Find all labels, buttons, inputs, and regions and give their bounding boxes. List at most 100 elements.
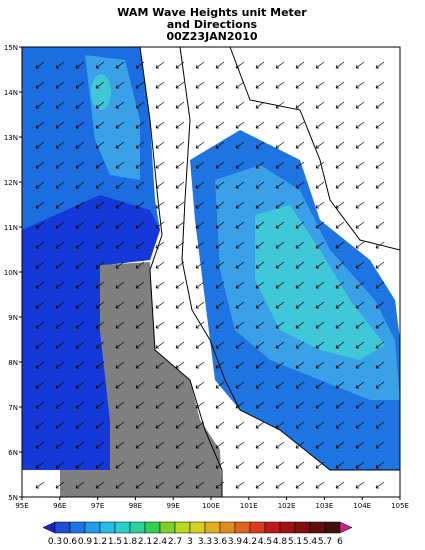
colorbar-end <box>339 521 353 534</box>
arrow <box>275 381 285 389</box>
arrow <box>75 381 85 389</box>
arrow <box>235 361 245 369</box>
arrow <box>35 241 45 249</box>
arrow <box>35 421 45 429</box>
arrow <box>35 221 45 229</box>
arrow <box>175 61 185 69</box>
arrow <box>355 381 365 389</box>
arrow <box>155 421 165 429</box>
arrow <box>315 481 325 489</box>
arrow <box>215 181 225 189</box>
arrow <box>195 461 205 469</box>
arrow <box>155 221 165 229</box>
arrow <box>355 81 365 89</box>
arrow <box>135 441 145 449</box>
arrow <box>355 121 365 129</box>
arrow <box>315 361 325 369</box>
colorbar-box <box>219 521 236 534</box>
arrow <box>355 301 365 309</box>
x-tick-label: 100E <box>202 502 220 510</box>
arrow <box>95 241 105 249</box>
arrow <box>175 321 185 329</box>
x-tick-label: 98E <box>129 502 142 510</box>
arrow <box>315 181 325 189</box>
arrow <box>195 361 205 369</box>
arrow <box>135 101 145 109</box>
arrow <box>135 181 145 189</box>
arrow <box>275 481 285 489</box>
arrow <box>255 241 265 249</box>
arrow <box>255 121 265 129</box>
arrow <box>255 421 265 429</box>
arrow <box>295 101 305 109</box>
colorbar-box <box>159 521 176 534</box>
arrow <box>255 481 265 489</box>
arrow <box>195 421 205 429</box>
arrow <box>55 241 65 249</box>
colorbar-box <box>99 521 116 534</box>
arrow <box>55 181 65 189</box>
y-tick-label: 11N <box>4 224 18 232</box>
arrow <box>235 101 245 109</box>
colorbar-box <box>69 521 86 534</box>
colorbar-box <box>249 521 266 534</box>
arrow <box>375 301 385 309</box>
arrow <box>155 461 165 469</box>
arrow <box>375 161 385 169</box>
arrow <box>175 121 185 129</box>
arrow <box>135 421 145 429</box>
arrow <box>295 241 305 249</box>
arrow <box>355 281 365 289</box>
arrow <box>235 421 245 429</box>
arrow <box>275 261 285 269</box>
title-line: and Directions <box>167 18 258 31</box>
arrow <box>375 461 385 469</box>
colorbar-label: 3.3 <box>198 537 212 547</box>
arrow <box>115 221 125 229</box>
arrow <box>255 81 265 89</box>
arrow <box>335 361 345 369</box>
arrow <box>195 481 205 489</box>
arrow <box>215 141 225 149</box>
arrow <box>315 201 325 209</box>
colorbar-box <box>114 521 131 534</box>
arrow <box>175 141 185 149</box>
arrow <box>335 481 345 489</box>
arrow <box>215 221 225 229</box>
arrow <box>295 201 305 209</box>
arrow <box>135 201 145 209</box>
arrow <box>295 161 305 169</box>
arrow <box>235 441 245 449</box>
arrow <box>55 261 65 269</box>
arrow <box>375 321 385 329</box>
colorbar-label: 0.9 <box>78 537 93 547</box>
arrow <box>175 301 185 309</box>
arrow <box>295 341 305 349</box>
arrow <box>235 161 245 169</box>
arrow <box>95 161 105 169</box>
arrow <box>155 121 165 129</box>
arrow <box>155 401 165 409</box>
x-tick-label: 102E <box>278 502 296 510</box>
colorbar-box <box>174 521 191 534</box>
arrow <box>195 381 205 389</box>
arrow <box>235 301 245 309</box>
masked-area <box>60 262 222 497</box>
arrow <box>255 461 265 469</box>
arrow <box>355 321 365 329</box>
arrow <box>175 261 185 269</box>
arrow <box>195 441 205 449</box>
arrow <box>295 181 305 189</box>
arrow <box>315 441 325 449</box>
arrow <box>275 441 285 449</box>
arrow <box>115 161 125 169</box>
arrow <box>135 341 145 349</box>
arrow <box>35 161 45 169</box>
arrow <box>195 401 205 409</box>
colorbar-box <box>84 521 101 534</box>
arrow <box>255 261 265 269</box>
colorbar-end <box>42 521 56 534</box>
arrow <box>135 121 145 129</box>
arrow <box>135 81 145 89</box>
arrow <box>195 201 205 209</box>
